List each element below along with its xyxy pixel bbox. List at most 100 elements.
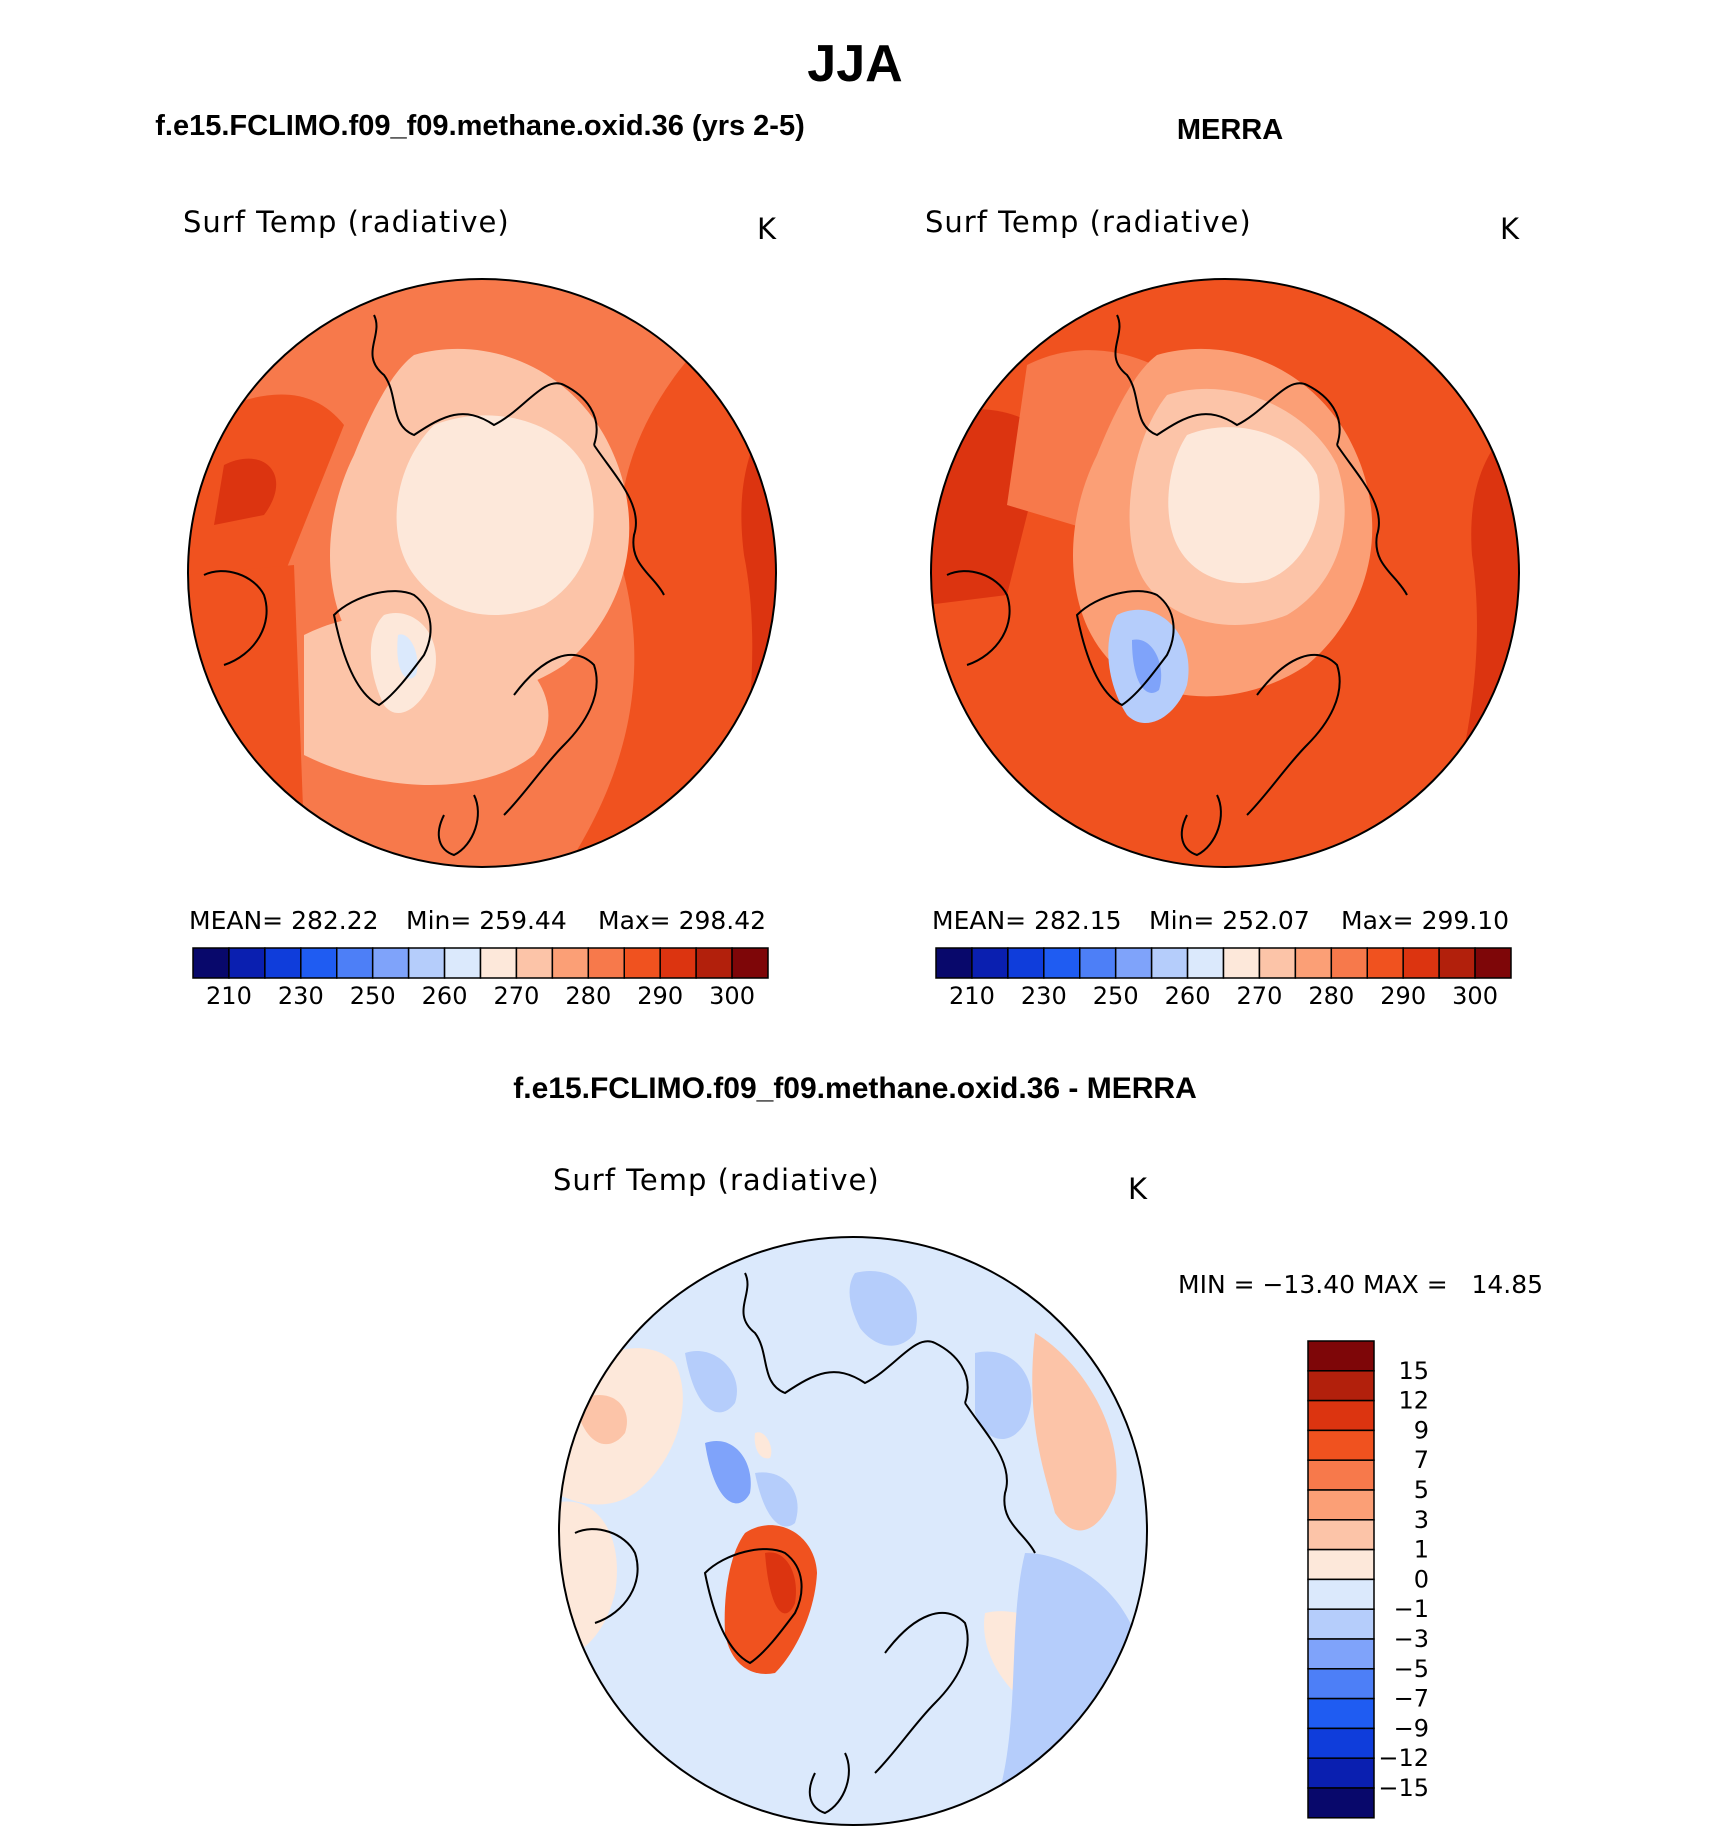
model-temperature-field: [188, 279, 776, 867]
obs-colorbar-box: [1186, 947, 1225, 979]
model-colorbar-box: [731, 947, 769, 979]
model-colorbar-box: [515, 947, 554, 979]
diff-colorbar-tick-label: −7: [1394, 1685, 1429, 1713]
obs-colorbar-box: [1222, 947, 1261, 979]
obs-max-text: Max= 299.10: [1341, 906, 1510, 935]
diff-colorbar-tick-label: 0: [1414, 1565, 1429, 1593]
diff-colorbar-box: [1307, 1697, 1375, 1730]
obs-colorbar-box: [1402, 947, 1440, 979]
obs-colorbar-box: [1079, 947, 1117, 979]
obs-colorbar-tick-label: 280: [1308, 982, 1354, 1010]
diff-colorbar-box: [1307, 1787, 1375, 1819]
diff-colorbar-tick-label: −1: [1394, 1595, 1429, 1623]
model-colorbar-tick-label: 300: [709, 982, 755, 1010]
obs-coastlines: [946, 314, 1408, 857]
obs-colorbar-box: [1007, 947, 1045, 979]
diff-colorbar-tick-label: 12: [1398, 1387, 1429, 1415]
model-colorbar-box: [551, 947, 590, 979]
obs-colorbar-tick-label: 270: [1237, 982, 1283, 1010]
obs-colorbar-box: [935, 947, 973, 979]
diff-colorbar-tick-label: −15: [1378, 1774, 1429, 1802]
diff-colorbar-tick-label: 9: [1414, 1416, 1429, 1444]
model-colorbar-tick-label: 230: [278, 982, 324, 1010]
model-colorbar-box: [264, 947, 302, 979]
obs-colorbar-box: [1438, 947, 1476, 979]
obs-min-text: Min= 252.07: [1149, 906, 1310, 935]
model-colorbar-box: [623, 947, 661, 979]
diff-colorbar-box: [1307, 1459, 1375, 1491]
obs-colorbar-box: [1294, 947, 1333, 979]
model-colorbar-box: [336, 947, 374, 979]
diff-colorbar-tick-label: 1: [1414, 1536, 1429, 1564]
model-colorbar-tick-label: 280: [565, 982, 611, 1010]
obs-colorbar: 210 230 250 260 270 280 290 300: [935, 947, 1512, 1010]
diff-colorbar-box: [1307, 1370, 1375, 1402]
diff-colorbar-tick-label: 3: [1414, 1506, 1429, 1534]
obs-colorbar-box: [1114, 947, 1153, 979]
obs-colorbar-tick-label: 210: [949, 982, 995, 1010]
obs-case-title: MERRA: [1176, 114, 1284, 146]
obs-colorbar-tick-label: 300: [1452, 982, 1498, 1010]
diff-colorbar-box: [1307, 1519, 1375, 1551]
model-coastlines: [203, 314, 665, 857]
model-min-text: Min= 259.44: [406, 906, 567, 935]
model-variable-label: Surf Temp (radiative): [183, 205, 510, 239]
diff-minmax-text: MIN = −13.40 MAX = 14.85: [1178, 1270, 1544, 1299]
diff-colorbar-box: [1307, 1399, 1375, 1432]
obs-colorbar-box: [1474, 947, 1512, 979]
model-colorbar-tick-label: 250: [350, 982, 396, 1010]
diff-colorbar-box: [1307, 1608, 1375, 1640]
diff-variable-label: Surf Temp (radiative): [553, 1163, 880, 1197]
obs-variable-label: Surf Temp (radiative): [925, 205, 1252, 239]
figure-title: JJA: [807, 35, 903, 93]
obs-colorbar-box: [1258, 947, 1297, 979]
diff-colorbar-tick-label: −12: [1378, 1744, 1429, 1772]
model-colorbar-box: [371, 947, 410, 979]
diff-colorbar-box: [1307, 1489, 1375, 1521]
diff-colorbar-tick-label: 15: [1398, 1357, 1429, 1385]
diff-colorbar-box: [1307, 1578, 1375, 1610]
obs-mean-text: MEAN= 282.15: [932, 906, 1122, 935]
diff-colorbar-box: [1307, 1638, 1375, 1670]
model-max-text: Max= 298.42: [598, 906, 767, 935]
obs-polar-map: [930, 278, 1520, 868]
obs-colorbar-box: [971, 947, 1009, 979]
obs-temperature-field: [931, 279, 1519, 867]
model-colorbar: 210 230 250 260 270 280 290 300: [192, 947, 769, 1010]
diff-temperature-field: [559, 1237, 1147, 1825]
diff-colorbar-tick-label: 7: [1414, 1446, 1429, 1474]
diff-colorbar-tick-label: −5: [1394, 1655, 1429, 1683]
diff-colorbar-box: [1307, 1668, 1375, 1700]
model-colorbar-tick-label: 210: [206, 982, 252, 1010]
model-case-title: f.e15.FCLIMO.f09_f09.methane.oxid.36 (yr…: [155, 110, 805, 142]
model-colorbar-tick-label: 290: [637, 982, 683, 1010]
obs-colorbar-box: [1043, 947, 1081, 979]
diff-colorbar-tick-label: −3: [1394, 1625, 1429, 1653]
obs-colorbar-tick-label: 290: [1380, 982, 1426, 1010]
diff-colorbar-tick-label: 5: [1414, 1476, 1429, 1504]
obs-colorbar-box: [1150, 947, 1189, 979]
model-units-label: K: [757, 212, 777, 246]
diff-colorbar-box: [1307, 1429, 1375, 1461]
model-map-border: [187, 278, 777, 868]
model-colorbar-box: [695, 947, 733, 979]
diff-coastlines: [574, 1272, 1036, 1815]
diff-colorbar-box: [1307, 1548, 1375, 1581]
model-colorbar-box: [407, 947, 446, 979]
model-colorbar-box: [228, 947, 266, 979]
model-colorbar-box: [587, 947, 625, 979]
difference-title: f.e15.FCLIMO.f09_f09.methane.oxid.36 - M…: [513, 1072, 1197, 1105]
model-colorbar-box: [192, 947, 230, 979]
model-mean-text: MEAN= 282.22: [189, 906, 379, 935]
diff-polar-map: [558, 1236, 1148, 1826]
obs-units-label: K: [1500, 212, 1520, 246]
model-colorbar-box: [479, 947, 518, 979]
model-polar-map: [187, 278, 777, 868]
obs-colorbar-tick-label: 250: [1093, 982, 1139, 1010]
model-colorbar-box: [659, 947, 697, 979]
diff-units-label: K: [1128, 1172, 1148, 1206]
obs-colorbar-box: [1330, 947, 1368, 979]
model-colorbar-tick-label: 270: [494, 982, 540, 1010]
model-colorbar-box: [300, 947, 338, 979]
